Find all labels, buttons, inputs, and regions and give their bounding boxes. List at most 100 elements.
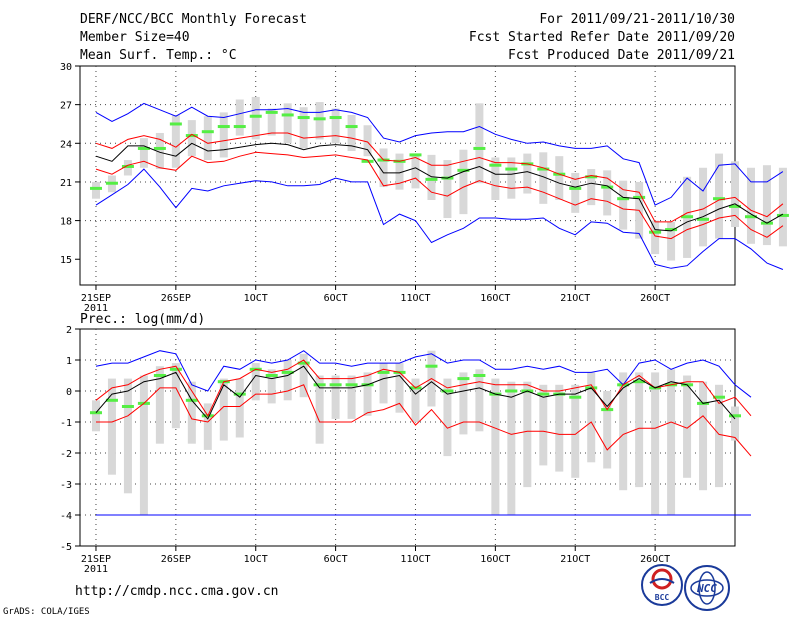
spread-box [91, 400, 100, 432]
x-tick-label: 1OCT [244, 554, 268, 565]
y-tick-label: -4 [60, 511, 72, 522]
spread-box [731, 406, 739, 441]
median-marker [297, 116, 310, 120]
spread-box [283, 360, 292, 401]
spread-box [91, 181, 100, 199]
median-marker [505, 167, 518, 171]
spread-box [315, 102, 324, 140]
median-marker [744, 215, 757, 219]
y-tick-label: 27 [60, 101, 72, 112]
spread-box [778, 167, 787, 247]
median-marker [121, 405, 134, 408]
spread-box [139, 138, 148, 168]
spread-box [555, 156, 564, 200]
y-tick-label: -3 [60, 480, 72, 491]
spread-box [619, 372, 628, 491]
spread-box [395, 363, 404, 413]
median-marker [425, 177, 438, 181]
spread-box [587, 372, 596, 463]
y-tick-label: 30 [60, 62, 72, 73]
median-marker [313, 117, 326, 121]
x-tick-label: 21OCT [560, 293, 590, 304]
spread-box [139, 375, 148, 515]
x-tick-label: 26SEP [161, 554, 191, 565]
spread-box [251, 363, 260, 401]
median-marker [297, 361, 310, 365]
bcc-logo: BCC [641, 564, 683, 606]
spread-box [155, 132, 164, 170]
median-marker [281, 370, 294, 374]
source-url[interactable]: http://cmdp.ncc.cma.gov.cn [75, 584, 279, 599]
spread-box [571, 172, 580, 213]
spread-box [299, 107, 308, 149]
spread-box [459, 372, 468, 435]
spread-box [619, 180, 628, 230]
median-marker [473, 374, 486, 377]
spread-box [267, 369, 276, 404]
spread-box [507, 157, 516, 199]
spread-box [699, 381, 708, 491]
y-tick-label: 0 [66, 387, 72, 398]
upper-bound-line [95, 359, 752, 417]
median-marker [121, 164, 134, 168]
ensemble-min-line [95, 168, 784, 270]
ncc-logo-text: NCC [696, 582, 717, 595]
spread-box [203, 116, 212, 161]
spread-box [491, 378, 500, 515]
median-marker [249, 114, 262, 118]
spread-box [363, 372, 372, 416]
spread-box [379, 363, 388, 404]
spread-box [107, 378, 116, 475]
x-tick-label: 6OCT [324, 554, 348, 565]
median-marker [776, 213, 789, 217]
spread-box [235, 99, 244, 136]
median-marker [329, 116, 342, 120]
median-marker [569, 395, 582, 399]
x-tick-label: 26OCT [640, 554, 670, 565]
y-tick-label: 2 [66, 325, 72, 336]
median-marker [601, 185, 614, 189]
x-tick-label: 26OCT [640, 293, 670, 304]
spread-box [379, 148, 388, 188]
spread-box [731, 161, 739, 228]
median-marker [345, 125, 358, 129]
ensemble-mean-line [95, 365, 736, 420]
median-marker [89, 186, 102, 190]
spread-box [555, 384, 564, 472]
median-marker [345, 383, 358, 387]
y-tick-label: -5 [60, 542, 72, 553]
spread-box [299, 353, 308, 398]
median-marker [473, 146, 486, 150]
spread-box [475, 103, 484, 184]
median-marker [89, 411, 102, 415]
temperature-panel: 21SEP 26SEP 1OCT 6OCT 11OCT 16OCT 21OCT 26OCT 20… [60, 62, 789, 314]
median-marker [169, 367, 182, 371]
spread-box [171, 363, 180, 429]
spread-box [411, 154, 420, 189]
median-marker [617, 197, 630, 201]
median-marker [441, 389, 454, 393]
chart-title: DERF/NCC/BCC Monthly Forecast [80, 12, 307, 27]
median-marker [457, 377, 470, 381]
median-marker [697, 217, 710, 221]
spread-box [603, 170, 612, 216]
spread-box [443, 378, 452, 457]
spread-box [459, 149, 468, 215]
x-year-label: 2011 [84, 564, 108, 575]
forecast-started-date: Fcst Started Refer Date 2011/09/20 [469, 30, 735, 45]
median-marker [537, 167, 550, 171]
median-marker [633, 380, 646, 384]
x-tick-label: 21SEP [81, 554, 111, 565]
x-tick-label: 26SEP [161, 293, 191, 304]
spread-box [715, 384, 724, 488]
spread-box [699, 167, 708, 247]
median-marker [105, 181, 118, 185]
precip-label: Prec.: log(mm/d) [80, 312, 205, 327]
x-year-label: 2011 [84, 303, 108, 314]
bcc-logo-text: BCC [655, 593, 670, 602]
median-marker [713, 395, 726, 399]
median-marker [217, 125, 230, 129]
spread-box [363, 125, 372, 157]
y-tick-label: -1 [60, 418, 72, 429]
spread-box [746, 167, 755, 244]
